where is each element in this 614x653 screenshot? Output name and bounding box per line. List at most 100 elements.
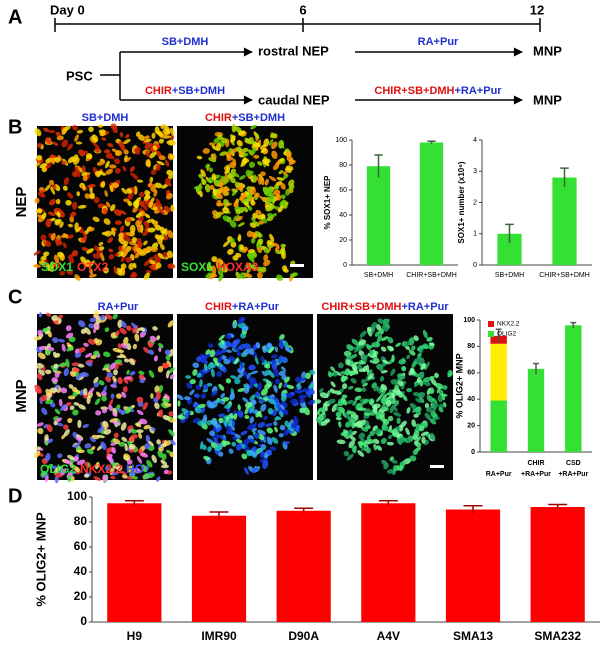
cell	[255, 410, 262, 418]
cell	[102, 474, 108, 482]
cell	[236, 443, 243, 451]
error-bar	[124, 500, 144, 506]
cell	[105, 376, 112, 383]
cell	[258, 220, 264, 225]
cell	[336, 439, 346, 445]
cell	[243, 370, 248, 377]
cell	[250, 264, 257, 271]
cell	[67, 417, 73, 424]
cell	[309, 369, 316, 375]
cell	[244, 137, 252, 145]
cell	[406, 407, 411, 414]
cell	[222, 240, 230, 248]
cell	[41, 212, 47, 219]
cell	[123, 378, 129, 384]
cell	[351, 445, 357, 454]
label-part: OTX2	[77, 260, 109, 274]
cell	[53, 466, 61, 475]
cell	[271, 359, 277, 365]
cell	[367, 353, 373, 358]
cell	[257, 429, 266, 436]
cell	[419, 392, 426, 398]
rich-label: SOX1 HOXA3	[181, 260, 259, 274]
cell	[134, 423, 142, 428]
cell	[136, 456, 143, 464]
cell	[66, 346, 74, 352]
cell	[367, 373, 375, 380]
cell	[218, 413, 226, 418]
cell	[157, 236, 163, 245]
cell	[164, 349, 171, 356]
y-tick-label: 20	[467, 422, 475, 429]
cell	[88, 387, 95, 395]
cell	[308, 384, 315, 390]
cell	[361, 398, 370, 405]
cell	[203, 455, 210, 461]
cell	[60, 468, 67, 476]
cell	[301, 371, 306, 380]
cell	[271, 150, 278, 160]
cell	[272, 189, 281, 196]
cell	[426, 406, 432, 413]
timeline	[54, 18, 541, 32]
cell	[134, 333, 140, 342]
cell	[97, 170, 103, 176]
cell	[260, 403, 267, 412]
cell	[251, 399, 257, 405]
cell	[113, 432, 119, 438]
cell	[45, 399, 54, 405]
cell	[211, 418, 218, 427]
cell	[107, 153, 115, 160]
cell	[200, 169, 206, 177]
cell	[55, 352, 61, 358]
cell	[85, 261, 92, 268]
cell	[417, 352, 422, 359]
bar-segment	[565, 325, 582, 452]
cell	[143, 195, 149, 202]
cell	[288, 179, 295, 187]
cell	[114, 252, 120, 257]
cell	[110, 475, 116, 480]
cell	[56, 135, 64, 141]
cell	[101, 137, 107, 141]
cell	[347, 385, 354, 390]
cell	[299, 397, 305, 404]
bar	[361, 503, 416, 622]
cell	[56, 211, 61, 218]
cell	[199, 379, 203, 387]
cell	[194, 393, 200, 399]
cell	[196, 372, 202, 378]
cell	[260, 388, 268, 396]
x-tick-label: CHIR+SB+DMH	[539, 272, 590, 279]
cell	[55, 198, 61, 205]
cell	[395, 342, 402, 347]
cell	[206, 420, 213, 426]
cell	[82, 424, 90, 428]
cell	[223, 420, 228, 427]
cell	[203, 414, 208, 422]
cell	[252, 221, 260, 227]
cell	[269, 193, 275, 202]
cell	[177, 414, 186, 420]
cell	[266, 240, 273, 246]
cell	[40, 255, 47, 261]
cell	[285, 188, 291, 196]
cell	[357, 450, 365, 457]
cell	[243, 438, 250, 446]
cell	[281, 408, 289, 416]
cell	[118, 237, 126, 245]
cell	[254, 192, 260, 198]
cell	[272, 163, 280, 171]
cell	[68, 336, 76, 343]
cell	[145, 150, 150, 158]
rich-label: OLIG2 NKX2.2 HO	[40, 462, 144, 476]
cell	[144, 189, 150, 196]
cell	[327, 398, 336, 404]
cell	[218, 383, 225, 391]
cell	[151, 132, 156, 139]
cell	[241, 157, 247, 165]
cell	[181, 408, 189, 414]
cell	[220, 137, 228, 144]
cell	[136, 224, 142, 233]
cell	[340, 397, 348, 406]
